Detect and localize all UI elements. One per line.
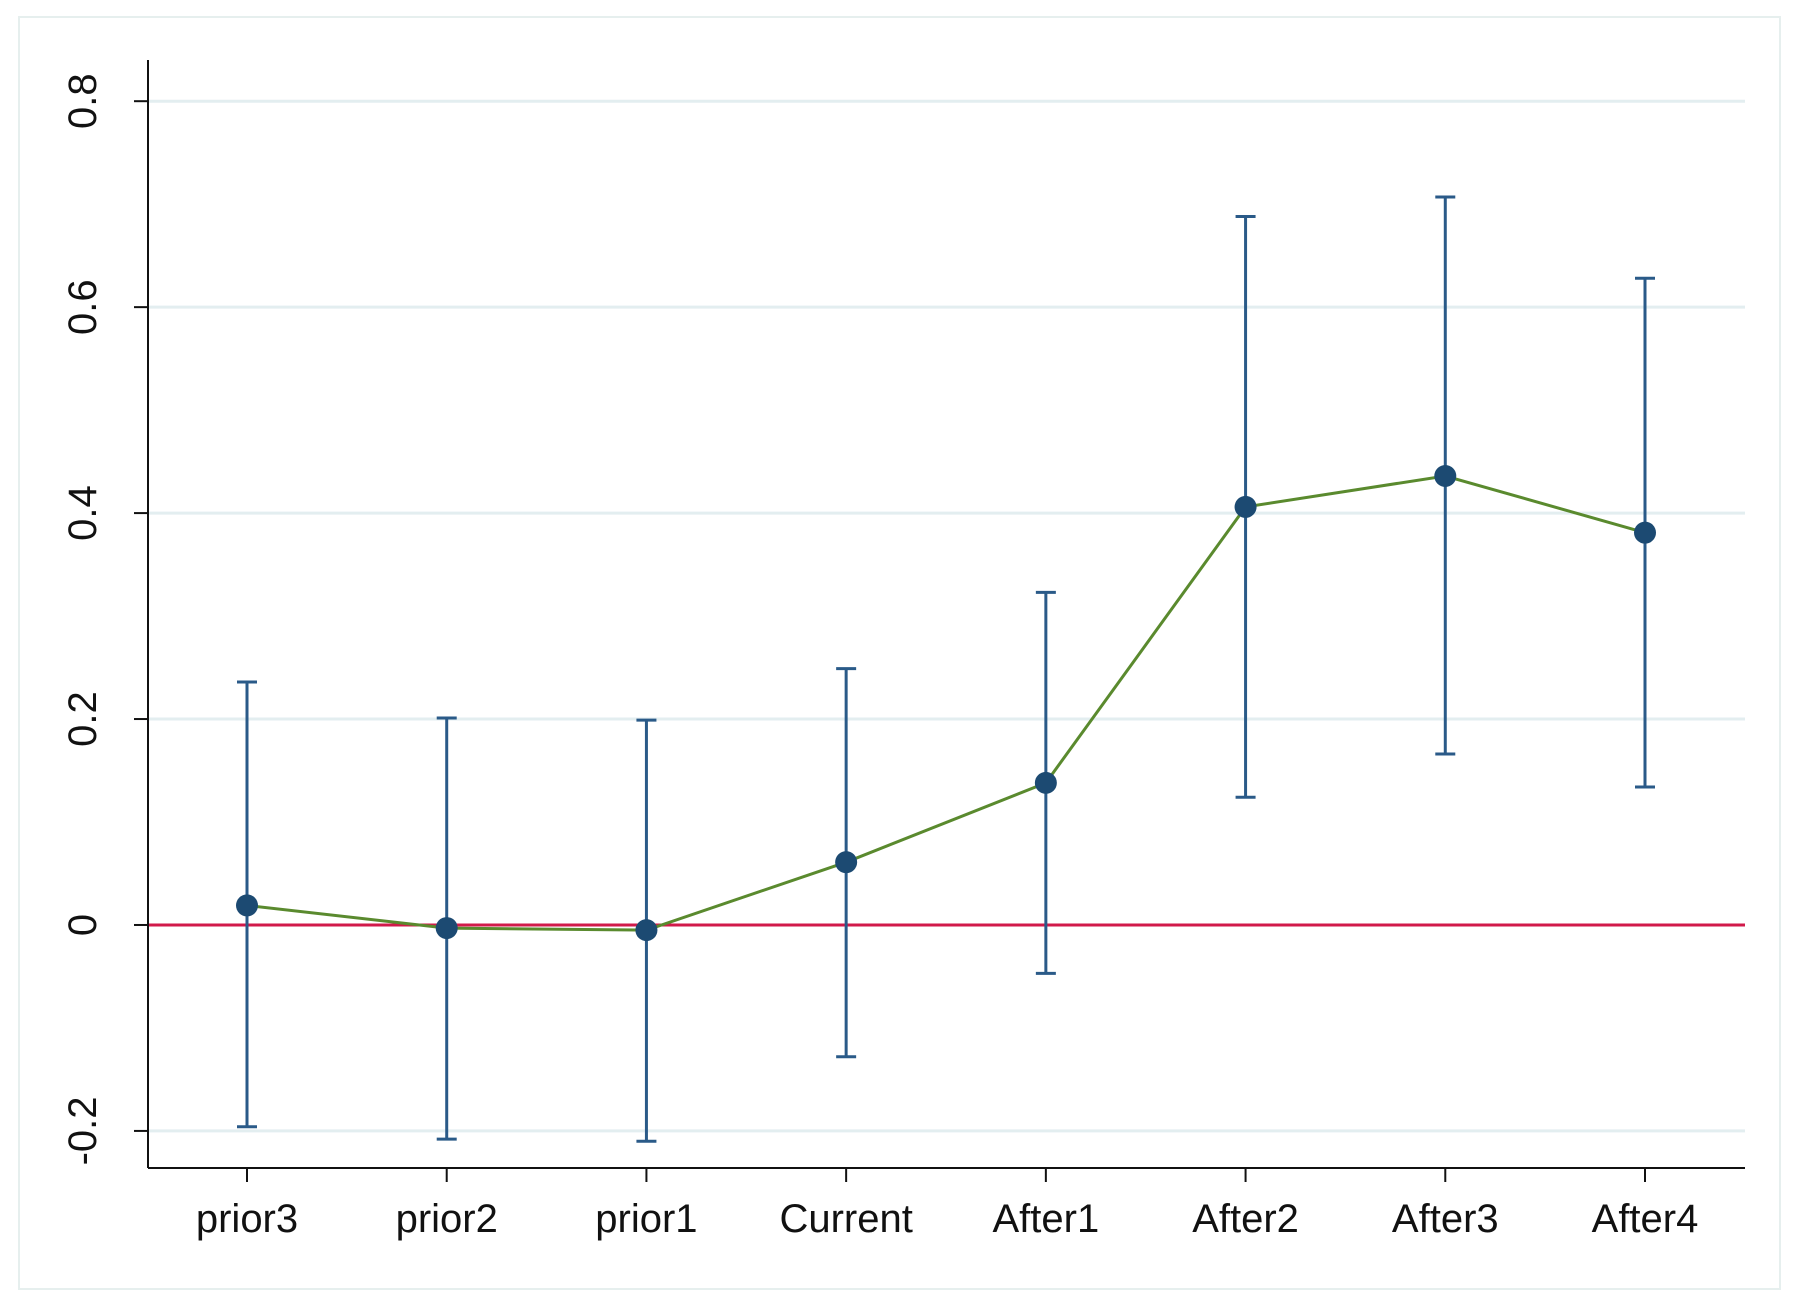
grid-lines	[148, 99, 1745, 1133]
y-axis-ticks: -0.2 0 0.2 0.4 0.6 0.8	[61, 73, 148, 1165]
x-tick-label: Current	[779, 1197, 912, 1241]
x-tick-label: After4	[1592, 1197, 1699, 1241]
data-point	[1634, 521, 1656, 544]
y-tick-label: 0.4	[61, 485, 105, 541]
x-tick-label: prior3	[196, 1197, 298, 1241]
estimate-points	[236, 465, 1656, 942]
data-point	[835, 851, 858, 874]
error-bars	[237, 195, 1655, 1143]
y-tick-label: 0.6	[61, 279, 105, 335]
x-tick-label: prior2	[396, 1197, 498, 1241]
x-tick-label: After3	[1392, 1197, 1499, 1241]
y-tick-label: 0	[61, 914, 105, 936]
data-point	[1434, 465, 1457, 488]
data-point	[236, 894, 258, 917]
data-point	[1034, 771, 1057, 794]
data-point	[1234, 495, 1257, 518]
x-tick-label: After2	[1192, 1197, 1299, 1241]
data-point	[435, 917, 458, 940]
series-line	[246, 474, 1646, 932]
x-tick-label: After1	[992, 1197, 1099, 1241]
x-tick-label: prior1	[595, 1197, 697, 1241]
chart-frame	[18, 16, 1781, 1290]
y-tick-label: -0.2	[61, 1096, 105, 1165]
axes	[147, 60, 1745, 1169]
y-tick-label: 0.8	[61, 73, 105, 129]
x-axis-ticks: prior3 prior2 prior1 Current After1 After2 Aft…	[196, 1168, 1698, 1241]
data-point	[635, 919, 658, 942]
estimate-line	[246, 474, 1646, 932]
y-tick-label: 0.2	[61, 691, 105, 747]
